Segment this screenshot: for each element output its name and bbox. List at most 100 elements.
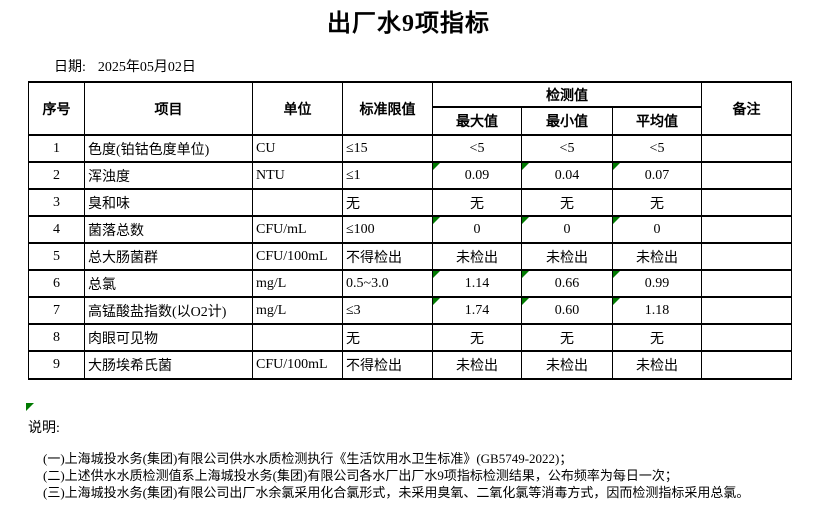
- cell-avg: 0: [611, 215, 703, 244]
- cell-no: 4: [28, 215, 85, 244]
- cell-avg: 未检出: [611, 350, 703, 380]
- cell-unit: [252, 188, 343, 217]
- cell-avg: 0.07: [611, 161, 703, 190]
- cell-limit: ≤1: [342, 161, 433, 190]
- cell-min: 未检出: [521, 242, 613, 271]
- cell-item: 浑浊度: [84, 161, 253, 190]
- cell-unit: CU: [252, 134, 343, 163]
- table-row: 3 臭和味 无 无 无 无: [28, 188, 793, 217]
- cell-item: 大肠埃希氏菌: [84, 350, 253, 380]
- header-avg: 平均值: [611, 106, 703, 136]
- cell-item: 总大肠菌群: [84, 242, 253, 271]
- cell-avg: 无: [611, 323, 703, 352]
- header-row-1: 序号 项目 单位 标准限值 检测值 备注: [28, 81, 793, 136]
- header-max: 最大值: [432, 106, 522, 136]
- table-row: 7 高锰酸盐指数(以O2计) mg/L ≤3 1.74 0.60 1.18: [28, 296, 793, 325]
- cell-item: 总氯: [84, 269, 253, 298]
- cell-remark: [701, 323, 793, 352]
- header-no: 序号: [28, 81, 85, 136]
- cell-limit: ≤15: [342, 134, 433, 163]
- note-line-1: (一)上海城投水务(集团)有限公司供水水质检测执行《生活饮用水卫生标准》(GB5…: [43, 451, 573, 466]
- cell-min: 0.60: [521, 296, 613, 325]
- cell-remark: [701, 269, 793, 298]
- cell-max: 1.74: [432, 296, 522, 325]
- cell-min: 无: [521, 188, 613, 217]
- date-value: 2025年05月02日: [97, 60, 196, 75]
- cell-limit: ≤3: [342, 296, 433, 325]
- table-row: 8 肉眼可见物 无 无 无 无: [28, 323, 793, 352]
- header-min: 最小值: [521, 106, 613, 136]
- table-body: 1 色度(铂钴色度单位) CU ≤15 <5 <5 <5 2 浑浊度 NTU ≤…: [28, 134, 793, 380]
- notes-block: (一)上海城投水务(集团)有限公司供水水质检测执行《生活饮用水卫生标准》(GB5…: [43, 450, 749, 501]
- cell-remark: [701, 350, 793, 380]
- cell-no: 8: [28, 323, 85, 352]
- cell-max: 0.09: [432, 161, 522, 190]
- note-line-3: (三)上海城投水务(集团)有限公司出厂水余氯采用化合氯形式，未采用臭氧、二氧化氯…: [43, 485, 750, 500]
- cell-item: 菌落总数: [84, 215, 253, 244]
- header-remark: 备注: [701, 81, 793, 136]
- cell-no: 1: [28, 134, 85, 163]
- cell-unit: CFU/mL: [252, 215, 343, 244]
- cell-max: <5: [432, 134, 522, 163]
- cell-max: 无: [432, 323, 522, 352]
- cell-unit: [252, 323, 343, 352]
- cell-no: 3: [28, 188, 85, 217]
- cell-unit: CFU/100mL: [252, 242, 343, 271]
- cell-limit: ≤100: [342, 215, 433, 244]
- cell-avg: 0.99: [611, 269, 703, 298]
- cell-avg: 无: [611, 188, 703, 217]
- page-title: 出厂水9项指标: [327, 11, 490, 37]
- water-quality-table: 序号 项目 单位 标准限值 检测值 备注 最大值 最小值 平均值 1 色度(铂钴…: [28, 81, 793, 380]
- cell-avg: <5: [611, 134, 703, 163]
- table-row: 9 大肠埃希氏菌 CFU/100mL 不得检出 未检出 未检出 未检出: [28, 350, 793, 380]
- cell-no: 5: [28, 242, 85, 271]
- header-detection-group: 检测值: [431, 81, 703, 108]
- cell-unit: mg/L: [252, 296, 343, 325]
- table-row: 5 总大肠菌群 CFU/100mL 不得检出 未检出 未检出 未检出: [28, 242, 793, 271]
- table-row: 6 总氯 mg/L 0.5~3.0 1.14 0.66 0.99: [28, 269, 793, 298]
- table-row: 1 色度(铂钴色度单位) CU ≤15 <5 <5 <5: [28, 134, 793, 163]
- header-item: 项目: [84, 81, 253, 136]
- cell-unit: mg/L: [252, 269, 343, 298]
- report-date: 日期: 2025年05月02日: [54, 56, 196, 76]
- cell-remark: [701, 296, 793, 325]
- header-row-2: 最大值 最小值 平均值: [29, 106, 792, 136]
- header-limit: 标准限值: [342, 81, 433, 136]
- cell-remark: [701, 161, 793, 190]
- cell-max: 未检出: [432, 242, 522, 271]
- cell-remark: [701, 215, 793, 244]
- cell-max: 无: [432, 188, 522, 217]
- flag-marker-icon: [26, 403, 34, 411]
- cell-max: 未检出: [432, 350, 522, 380]
- cell-no: 6: [28, 269, 85, 298]
- cell-remark: [701, 188, 793, 217]
- cell-avg: 1.18: [611, 296, 703, 325]
- note-line-2: (二)上述供水水质检测值系上海城投水务(集团)有限公司各水厂出厂水9项指标检测结…: [43, 468, 678, 483]
- table-row: 2 浑浊度 NTU ≤1 0.09 0.04 0.07: [28, 161, 793, 190]
- cell-max: 0: [432, 215, 522, 244]
- cell-limit: 不得检出: [342, 242, 433, 271]
- notes-label: 说明:: [28, 421, 60, 436]
- cell-min: 未检出: [521, 350, 613, 380]
- cell-item: 色度(铂钴色度单位): [84, 134, 253, 163]
- cell-unit: NTU: [252, 161, 343, 190]
- cell-limit: 不得检出: [342, 350, 433, 380]
- cell-item: 高锰酸盐指数(以O2计): [84, 296, 253, 325]
- cell-min: <5: [521, 134, 613, 163]
- cell-min: 0.66: [521, 269, 613, 298]
- cell-no: 7: [28, 296, 85, 325]
- cell-item: 臭和味: [84, 188, 253, 217]
- cell-no: 2: [28, 161, 85, 190]
- cell-limit: 无: [342, 323, 433, 352]
- cell-limit: 0.5~3.0: [342, 269, 433, 298]
- cell-min: 0: [521, 215, 613, 244]
- cell-limit: 无: [342, 188, 433, 217]
- table-row: 4 菌落总数 CFU/mL ≤100 0 0 0: [28, 215, 793, 244]
- cell-unit: CFU/100mL: [252, 350, 343, 380]
- cell-min: 无: [521, 323, 613, 352]
- date-label: 日期:: [54, 60, 86, 75]
- cell-max: 1.14: [432, 269, 522, 298]
- cell-remark: [701, 242, 793, 271]
- cell-item: 肉眼可见物: [84, 323, 253, 352]
